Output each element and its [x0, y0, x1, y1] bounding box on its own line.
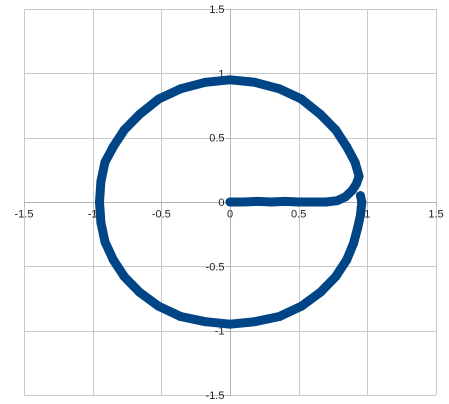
data-point	[353, 223, 363, 233]
data-point	[154, 301, 164, 311]
data-point	[355, 210, 365, 220]
data-point	[119, 272, 129, 282]
data-point	[316, 287, 326, 297]
data-point	[351, 179, 361, 189]
data-point	[200, 77, 210, 87]
data-point	[134, 287, 144, 297]
y-tick-label: 0	[218, 197, 224, 209]
data-point	[355, 191, 365, 201]
data-point	[176, 312, 186, 322]
data-point	[252, 196, 262, 206]
data-point	[331, 125, 341, 135]
x-tick-labels: -1.5 -1 -0.5 0 0.5 1 1.5	[15, 209, 444, 221]
y-tick-label: 1	[218, 68, 224, 80]
data-point	[354, 171, 364, 181]
x-tick-label: 0	[227, 209, 233, 221]
data-point	[307, 197, 317, 207]
data-point	[96, 218, 106, 228]
data-point	[119, 125, 129, 135]
y-tick-label: -1	[215, 326, 225, 338]
y-tick-label: -0.5	[206, 261, 225, 273]
x-tick-label: -0.5	[152, 209, 171, 221]
data-point	[274, 84, 284, 94]
data-point	[342, 142, 352, 152]
x-tick-label: 0.5	[291, 209, 306, 221]
x-tick-label: 1.5	[428, 209, 443, 221]
data-point	[100, 157, 110, 167]
data-point	[154, 94, 164, 104]
data-point	[96, 176, 106, 186]
data-point	[95, 197, 105, 207]
data-point	[350, 157, 360, 167]
data-point	[225, 75, 235, 85]
data-series	[95, 75, 367, 329]
data-point	[340, 192, 350, 202]
y-tick-label: 1.5	[209, 4, 224, 16]
data-point	[274, 312, 284, 322]
data-point	[349, 238, 359, 248]
data-point	[239, 197, 249, 207]
data-point	[134, 110, 144, 120]
data-point	[108, 142, 118, 152]
data-point	[316, 110, 326, 120]
x-tick-label: -1.5	[15, 209, 34, 221]
data-point	[176, 84, 186, 94]
data-point	[108, 255, 118, 265]
y-tick-label: -1.5	[206, 390, 225, 402]
data-point	[266, 197, 276, 207]
data-point	[321, 197, 331, 207]
data-point	[250, 77, 260, 87]
data-point	[332, 196, 342, 206]
data-point	[294, 197, 304, 207]
data-point	[296, 94, 306, 104]
data-point	[200, 317, 210, 327]
data-point	[280, 196, 290, 206]
data-point	[250, 317, 260, 327]
data-point	[347, 185, 357, 195]
data-point	[100, 237, 110, 247]
y-tick-labels: 1.5 1 0.5 0 -0.5 -1 -1.5	[206, 4, 225, 402]
x-tick-label: -1	[88, 209, 98, 221]
data-point	[225, 197, 235, 207]
data-point	[342, 255, 352, 265]
data-point	[331, 272, 341, 282]
data-point	[296, 301, 306, 311]
x-tick-label: 1	[364, 209, 370, 221]
data-point	[225, 319, 235, 329]
y-tick-label: 0.5	[209, 133, 224, 145]
